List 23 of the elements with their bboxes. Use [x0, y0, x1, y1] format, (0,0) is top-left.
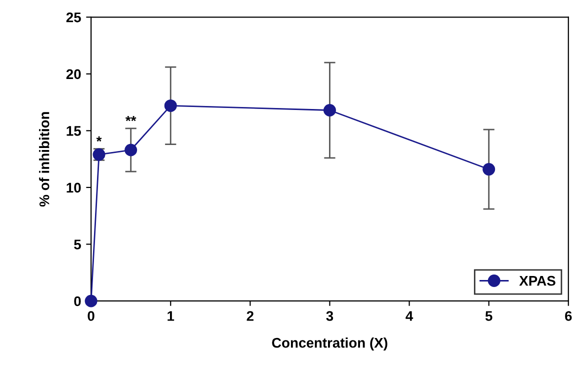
point: [323, 104, 336, 116]
x-tick-label: 5: [485, 311, 492, 321]
x-tick-label: 0: [88, 311, 94, 321]
x-axis-title: Concentration (X): [272, 338, 388, 350]
y-tick-label: 25: [66, 12, 81, 22]
legend-label: XPAS: [519, 276, 556, 286]
point: [482, 163, 496, 176]
annotation: *: [96, 136, 102, 142]
y-tick-label: 20: [66, 69, 81, 80]
point: [124, 144, 138, 156]
y-tick-label: 0: [74, 296, 81, 306]
y-tick-label: 10: [66, 182, 81, 193]
annotation: **: [125, 116, 136, 122]
x-tick-label: 4: [406, 311, 414, 321]
x-tick-label: 3: [326, 311, 334, 321]
point: [84, 294, 98, 308]
x-tick-label: 6: [565, 311, 572, 321]
x-tick-label: 1: [168, 311, 174, 321]
y-tick-label: 5: [74, 240, 81, 250]
point: [164, 99, 177, 112]
x-tick-label: 2: [246, 311, 254, 321]
y-tick-label: 15: [66, 126, 81, 136]
y-axis-title: % of inhibition: [39, 112, 50, 207]
